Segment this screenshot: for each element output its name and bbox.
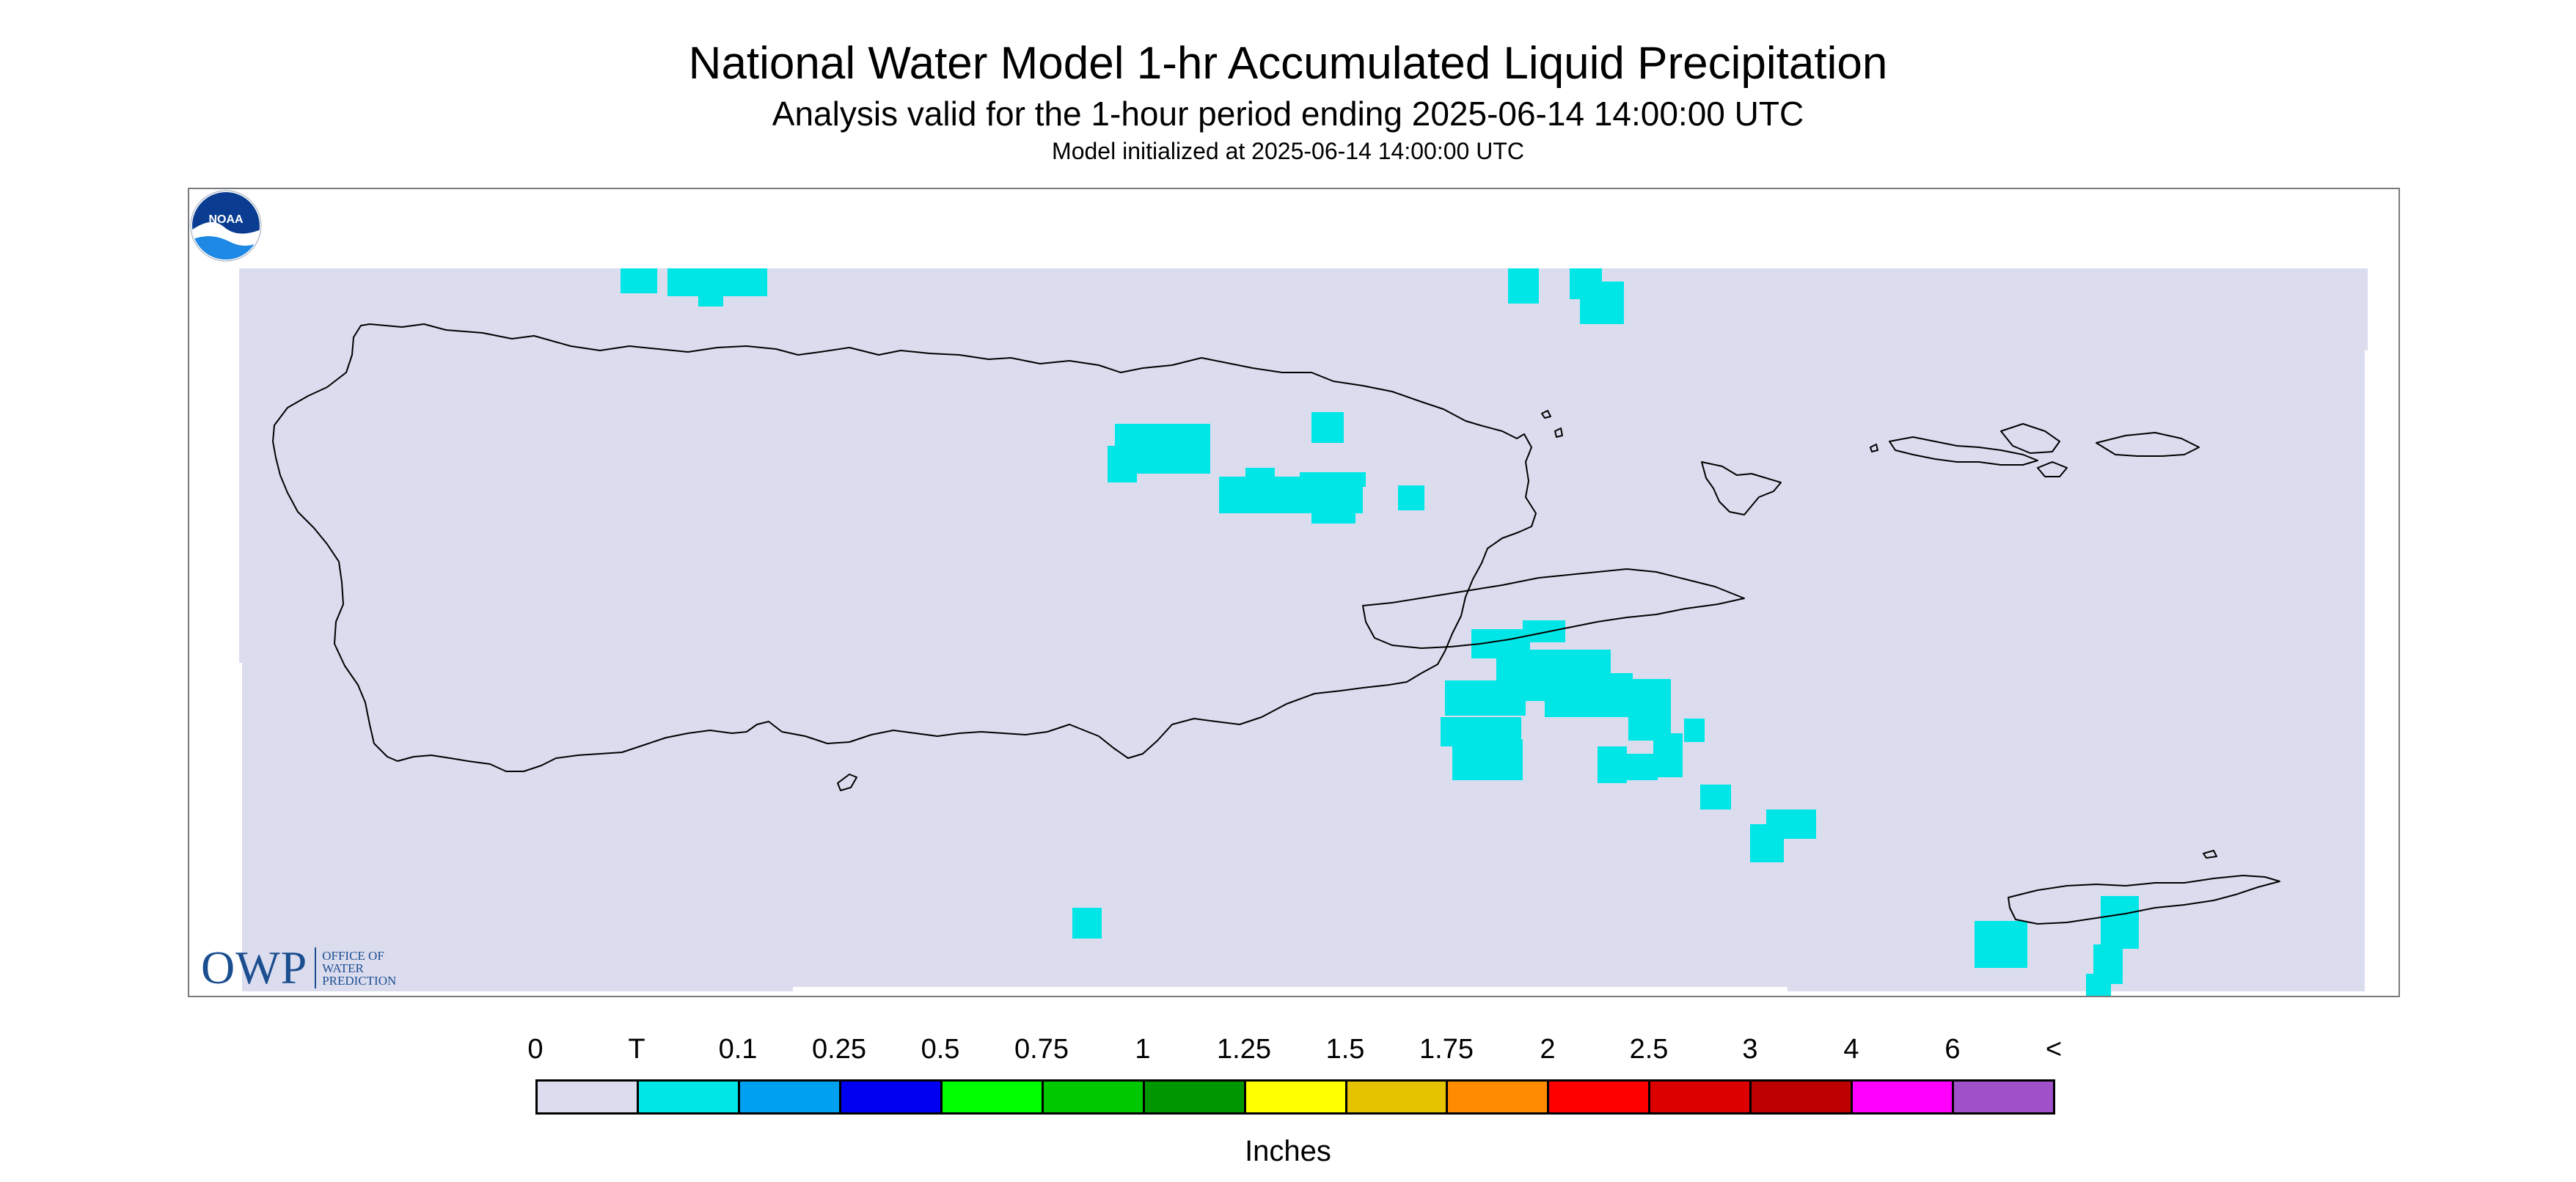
legend-label: 0.75 (1014, 1034, 1069, 1065)
islet-coastline (1541, 410, 1551, 419)
legend-swatch (1549, 1082, 1651, 1112)
virgin-gorda-coastline (2037, 461, 2068, 477)
owp-subtitle-line: Water (322, 961, 364, 975)
precip-cell (1684, 719, 1705, 742)
legend-swatch (739, 1082, 841, 1112)
legend-label: 3 (1742, 1034, 1758, 1065)
legend-swatch (1347, 1082, 1449, 1112)
tortola-coastline (2096, 432, 2200, 457)
legend-label: 4 (1843, 1034, 1859, 1065)
st-thomas-coastline (1889, 436, 2038, 466)
precip-cell (2101, 896, 2139, 949)
legend-units: Inches (1245, 1135, 1331, 1167)
legend-label: < (2045, 1034, 2063, 1065)
precip-cell (2086, 974, 2111, 996)
legend-swatch (1853, 1082, 1955, 1112)
coastlines (272, 323, 2280, 925)
legend-swatch (1144, 1082, 1246, 1112)
precip-cell (621, 268, 657, 293)
owp-subtitle-line: Prediction (322, 973, 397, 988)
islet-coastline (1870, 444, 1878, 452)
map-title: National Water Model 1-hr Accumulated Li… (688, 38, 1888, 89)
legend-label: 1.5 (1325, 1034, 1365, 1065)
vieques-coastline (1362, 568, 1745, 649)
legend-label: 6 (1944, 1034, 1961, 1065)
precip-cell (1628, 679, 1671, 741)
precip-cell (1750, 824, 1784, 862)
legend-swatch (538, 1082, 639, 1112)
map-subtitle: Analysis valid for the 1-hour period end… (772, 95, 1804, 133)
culebra-coastline (1701, 461, 1782, 515)
precip-cell (1598, 746, 1627, 783)
legend-swatch (1650, 1082, 1752, 1112)
legend-labels: 0 T 0.1 0.25 0.5 0.75 1 1.25 1.5 1.75 2 … (527, 1031, 2062, 1068)
legend-label: 0.5 (921, 1034, 960, 1065)
legend-label: 2.5 (1629, 1034, 1669, 1065)
legend-swatch (1752, 1082, 1854, 1112)
precip-cell (1398, 485, 1424, 510)
legend-swatch (942, 1082, 1044, 1112)
islet-coastline (2203, 850, 2217, 859)
owp-divider (315, 947, 317, 988)
precip-cell (1311, 509, 1355, 524)
legend-swatch (1245, 1082, 1347, 1112)
map-panel: OWP Office of Water Prediction NOAA (188, 188, 2400, 997)
precip-cell (1452, 739, 1523, 780)
precip-cell (1975, 921, 2027, 968)
legend-label: 1.75 (1419, 1034, 1474, 1065)
legend-swatch (1954, 1082, 2054, 1112)
model-domain (239, 268, 2368, 991)
map-canvas (239, 268, 2368, 996)
legend-label: 0.1 (718, 1034, 758, 1065)
precip-cell (667, 268, 767, 296)
islet-coastline (1554, 427, 1563, 438)
puerto-rico-coastline (272, 323, 1537, 772)
owp-subtitle: Office of Water Prediction (322, 950, 396, 987)
legend-label: 2 (1540, 1034, 1556, 1065)
st-john-coastline (2000, 423, 2060, 454)
legend-label: 0 (527, 1034, 544, 1065)
precip-cell (1700, 785, 1731, 810)
model-init-line: Model initialized at 2025-06-14 14:00:00… (1052, 138, 1524, 164)
mona-island-coastline (837, 774, 857, 791)
precip-cell (698, 292, 723, 306)
precip-cell (1245, 468, 1275, 482)
precip-cell (1108, 446, 1137, 482)
owp-logo: OWP Office of Water Prediction (201, 944, 396, 991)
precip-cell (1545, 673, 1633, 717)
precip-cell (1653, 733, 1683, 777)
owp-mark: OWP (201, 941, 308, 994)
st-croix-coastline (2008, 875, 2280, 925)
precip-cell (1072, 908, 1102, 939)
precip-cell (1523, 620, 1565, 642)
legend-label: T (628, 1034, 645, 1065)
precipitation-areas (621, 268, 2139, 996)
legend-label: 1.25 (1217, 1034, 1271, 1065)
precip-cell (1300, 472, 1366, 487)
legend-swatch (638, 1082, 740, 1112)
legend-swatch (841, 1082, 943, 1112)
precip-cell (1624, 754, 1658, 780)
legend-label: 0.25 (812, 1034, 866, 1065)
precip-cell (1508, 268, 1539, 304)
precip-cell (1311, 412, 1344, 443)
legend-label: 1 (1135, 1034, 1151, 1065)
owp-subtitle-line: Office of (322, 948, 384, 963)
noaa-logo: NOAA (190, 190, 262, 262)
legend-swatch (1043, 1082, 1145, 1112)
noaa-logo-text: NOAA (208, 213, 244, 226)
precip-cell (1580, 282, 1624, 324)
precip-cell (1445, 680, 1526, 716)
legend-swatch (1448, 1082, 1550, 1112)
legend-colorbar (535, 1079, 2055, 1115)
